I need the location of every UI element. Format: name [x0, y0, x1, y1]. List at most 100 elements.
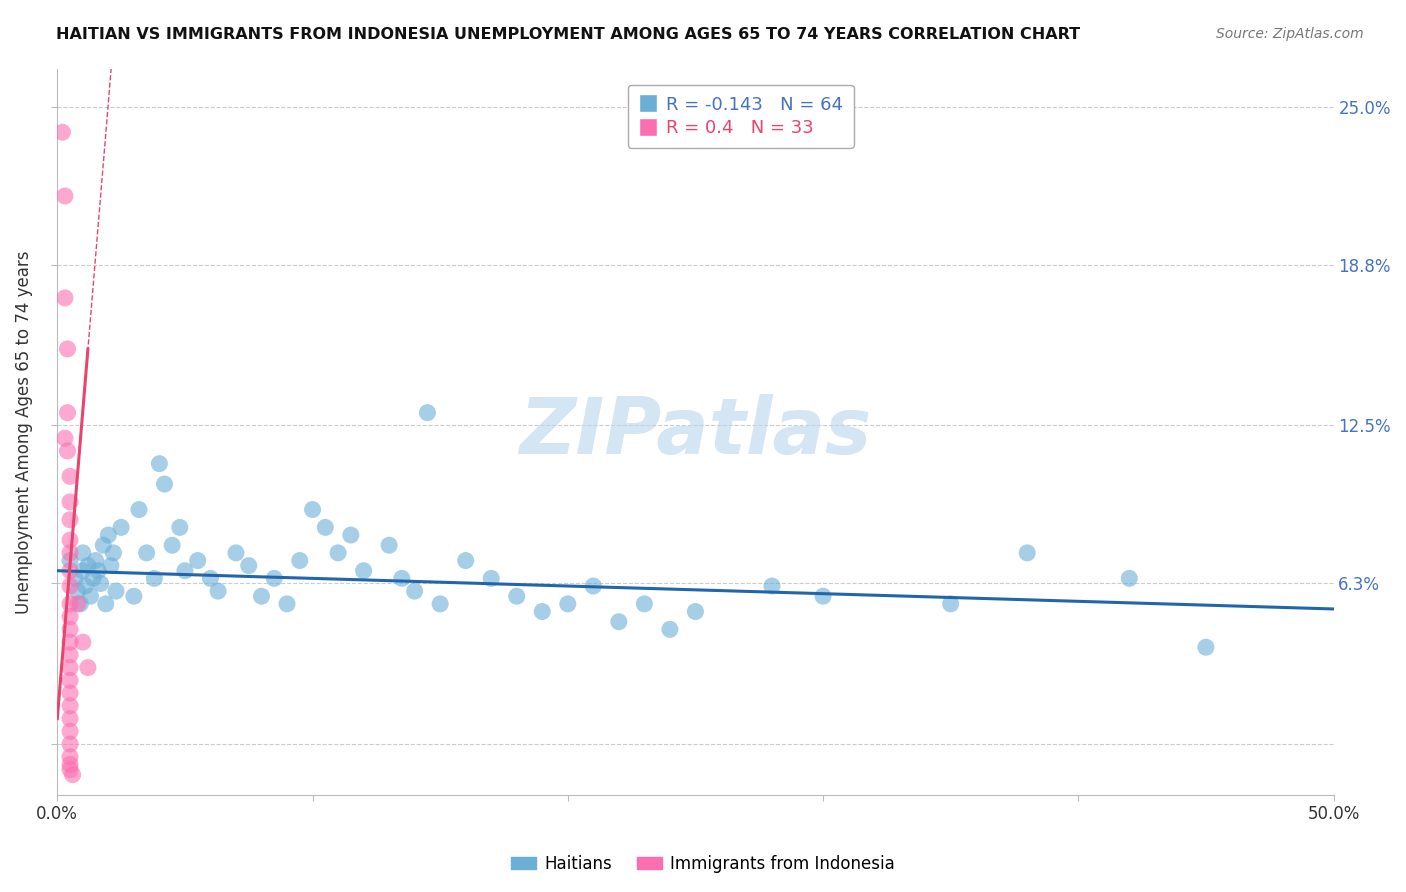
Point — [939, 597, 962, 611]
Point — [59, 763, 82, 777]
Point — [66, 597, 89, 611]
Point — [75, 579, 97, 593]
Point — [153, 477, 176, 491]
Point — [59, 686, 82, 700]
Point — [53, 431, 76, 445]
Point — [187, 553, 209, 567]
Point — [84, 553, 107, 567]
Point — [200, 571, 222, 585]
Point — [122, 589, 145, 603]
Point — [59, 579, 82, 593]
Point — [250, 589, 273, 603]
Point — [53, 189, 76, 203]
Point — [59, 698, 82, 713]
Legend: Haitians, Immigrants from Indonesia: Haitians, Immigrants from Indonesia — [505, 848, 901, 880]
Point — [59, 597, 82, 611]
Point — [59, 553, 82, 567]
Point — [238, 558, 260, 573]
Text: ZIPatlas: ZIPatlas — [519, 393, 872, 470]
Point — [59, 712, 82, 726]
Point — [429, 597, 451, 611]
Point — [59, 546, 82, 560]
Point — [1118, 571, 1140, 585]
Point — [314, 520, 336, 534]
Point — [87, 564, 110, 578]
Point — [658, 623, 681, 637]
Text: Source: ZipAtlas.com: Source: ZipAtlas.com — [1216, 27, 1364, 41]
Point — [91, 538, 114, 552]
Point — [79, 589, 101, 603]
Point — [90, 576, 112, 591]
Point — [56, 444, 79, 458]
Point — [72, 635, 94, 649]
Point — [59, 757, 82, 772]
Point — [506, 589, 529, 603]
Legend: R = -0.143   N = 64, R = 0.4   N = 33: R = -0.143 N = 64, R = 0.4 N = 33 — [628, 85, 853, 148]
Point — [143, 571, 166, 585]
Point — [1195, 640, 1218, 655]
Point — [77, 558, 100, 573]
Point — [66, 584, 89, 599]
Point — [811, 589, 834, 603]
Point — [59, 660, 82, 674]
Point — [69, 597, 91, 611]
Point — [160, 538, 183, 552]
Point — [56, 406, 79, 420]
Text: HAITIAN VS IMMIGRANTS FROM INDONESIA UNEMPLOYMENT AMONG AGES 65 TO 74 YEARS CORR: HAITIAN VS IMMIGRANTS FROM INDONESIA UNE… — [56, 27, 1080, 42]
Point — [225, 546, 247, 560]
Point — [59, 724, 82, 739]
Point — [59, 737, 82, 751]
Point — [582, 579, 605, 593]
Point — [63, 571, 86, 585]
Point — [100, 558, 122, 573]
Point — [454, 553, 477, 567]
Point — [607, 615, 630, 629]
Point — [53, 291, 76, 305]
Point — [72, 546, 94, 560]
Point — [340, 528, 363, 542]
Point — [1017, 546, 1039, 560]
Point — [59, 564, 82, 578]
Point — [301, 502, 323, 516]
Point — [97, 528, 120, 542]
Point — [59, 648, 82, 662]
Point — [391, 571, 413, 585]
Point — [105, 584, 128, 599]
Point — [82, 571, 104, 585]
Point — [59, 469, 82, 483]
Point — [56, 342, 79, 356]
Point — [263, 571, 285, 585]
Point — [416, 406, 439, 420]
Point — [72, 564, 94, 578]
Point — [207, 584, 229, 599]
Point — [685, 605, 707, 619]
Point — [59, 623, 82, 637]
Point — [557, 597, 579, 611]
Point — [378, 538, 401, 552]
Y-axis label: Unemployment Among Ages 65 to 74 years: Unemployment Among Ages 65 to 74 years — [15, 250, 32, 614]
Point — [59, 513, 82, 527]
Point — [135, 546, 157, 560]
Point — [148, 457, 170, 471]
Point — [761, 579, 783, 593]
Point — [479, 571, 502, 585]
Point — [59, 533, 82, 548]
Point — [59, 749, 82, 764]
Point — [59, 635, 82, 649]
Point — [94, 597, 117, 611]
Point — [51, 125, 73, 139]
Point — [326, 546, 349, 560]
Point — [59, 673, 82, 688]
Point — [353, 564, 375, 578]
Point — [128, 502, 150, 516]
Point — [62, 767, 84, 781]
Point — [77, 660, 100, 674]
Point — [174, 564, 197, 578]
Point — [531, 605, 554, 619]
Point — [59, 495, 82, 509]
Point — [633, 597, 655, 611]
Point — [404, 584, 426, 599]
Point — [110, 520, 132, 534]
Point — [59, 609, 82, 624]
Point — [276, 597, 298, 611]
